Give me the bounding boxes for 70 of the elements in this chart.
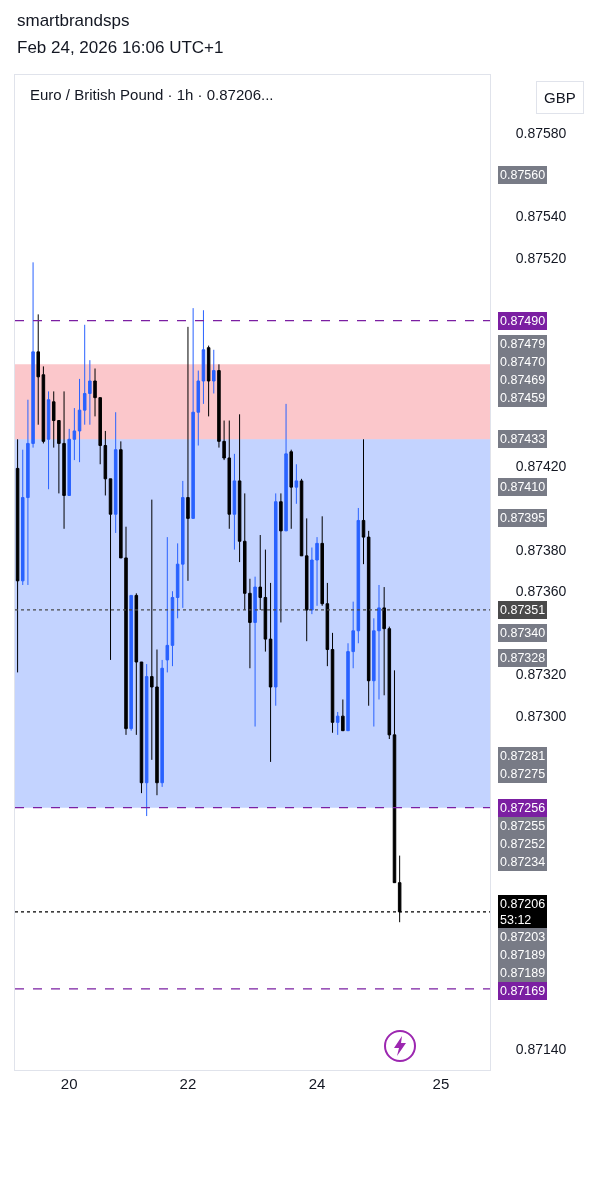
y-tick-label: 0.87320	[515, 666, 567, 683]
text: Euro / British Pound · 1h · 0.87206...	[30, 86, 274, 104]
candlestick	[113, 411, 118, 534]
y-tick-label: 0.87420	[515, 458, 567, 475]
candlestick	[341, 698, 345, 732]
candlestick	[15, 438, 20, 673]
x-tick-label: 20	[60, 1075, 78, 1092]
candlestick	[392, 669, 397, 884]
ref-line-label: 0.87490	[500, 314, 546, 328]
candlestick	[273, 492, 278, 707]
candlestick	[206, 345, 211, 417]
text: 0.87203	[500, 930, 546, 944]
candlestick	[170, 590, 175, 667]
candlestick	[330, 632, 335, 734]
x-tick-label: 24	[308, 1075, 326, 1092]
candlestick	[279, 492, 283, 623]
candlestick	[212, 349, 216, 394]
candlestick	[284, 403, 288, 532]
candlestick	[335, 711, 340, 736]
text: 0.87189	[500, 966, 546, 980]
candlestick	[232, 453, 237, 551]
text: smartbrandsps	[17, 11, 130, 30]
candlestick	[201, 309, 206, 405]
text: 0.87189	[500, 948, 546, 962]
candlestick	[361, 438, 366, 565]
candlestick	[134, 592, 139, 736]
text: Feb 24, 2026 16:06 UTC+1	[17, 38, 224, 57]
candlestick	[268, 582, 273, 763]
text: 0.87281	[500, 749, 546, 763]
text: 0.87560	[500, 168, 546, 182]
text: 0.87479	[500, 337, 546, 351]
text: 0.87410	[500, 480, 546, 494]
candlestick	[165, 536, 170, 673]
ref-line-label: 0.87256	[500, 801, 546, 815]
y-tick-label: 0.87520	[515, 250, 567, 267]
x-tick-label: 22	[179, 1075, 197, 1092]
text: 0.87340	[500, 626, 546, 640]
text: 0.87328	[500, 651, 546, 665]
candlestick	[253, 576, 257, 728]
y-tick-label: 0.87360	[515, 583, 567, 600]
candlestick	[160, 659, 164, 788]
text: 0.87459	[500, 391, 546, 405]
ref-line-label: 0.87206 53:12	[500, 897, 546, 928]
y-tick-label: 0.87580	[515, 125, 567, 142]
text: 0.87234	[500, 855, 546, 869]
candlestick	[46, 390, 51, 490]
candlestick	[294, 463, 299, 505]
x-tick-label: 25	[432, 1075, 450, 1092]
text: 0.87469	[500, 373, 546, 387]
candlestick	[304, 517, 309, 642]
text: 0.87252	[500, 837, 546, 851]
ref-line-label: 0.87169	[500, 984, 546, 998]
y-tick-label: 0.87380	[515, 541, 567, 558]
candlestick	[108, 478, 113, 661]
candlestick	[289, 449, 293, 530]
y-axis-title: GBP	[544, 89, 576, 106]
y-tick-label: 0.87540	[515, 208, 567, 225]
text: 0.87433	[500, 432, 546, 446]
candlestick	[186, 326, 190, 582]
text: 0.87470	[500, 355, 546, 369]
candlestick	[144, 663, 149, 817]
y-tick-label: 0.87140	[515, 1041, 567, 1058]
y-tick-label: 0.87300	[515, 708, 567, 725]
ref-line-label: 0.87351	[500, 603, 546, 617]
candlestick	[77, 378, 82, 463]
candlestick	[129, 594, 133, 732]
text: 0.87275	[500, 767, 546, 781]
text: 0.87255	[500, 819, 546, 833]
text: 0.87395	[500, 511, 546, 525]
candlestick	[366, 530, 371, 707]
